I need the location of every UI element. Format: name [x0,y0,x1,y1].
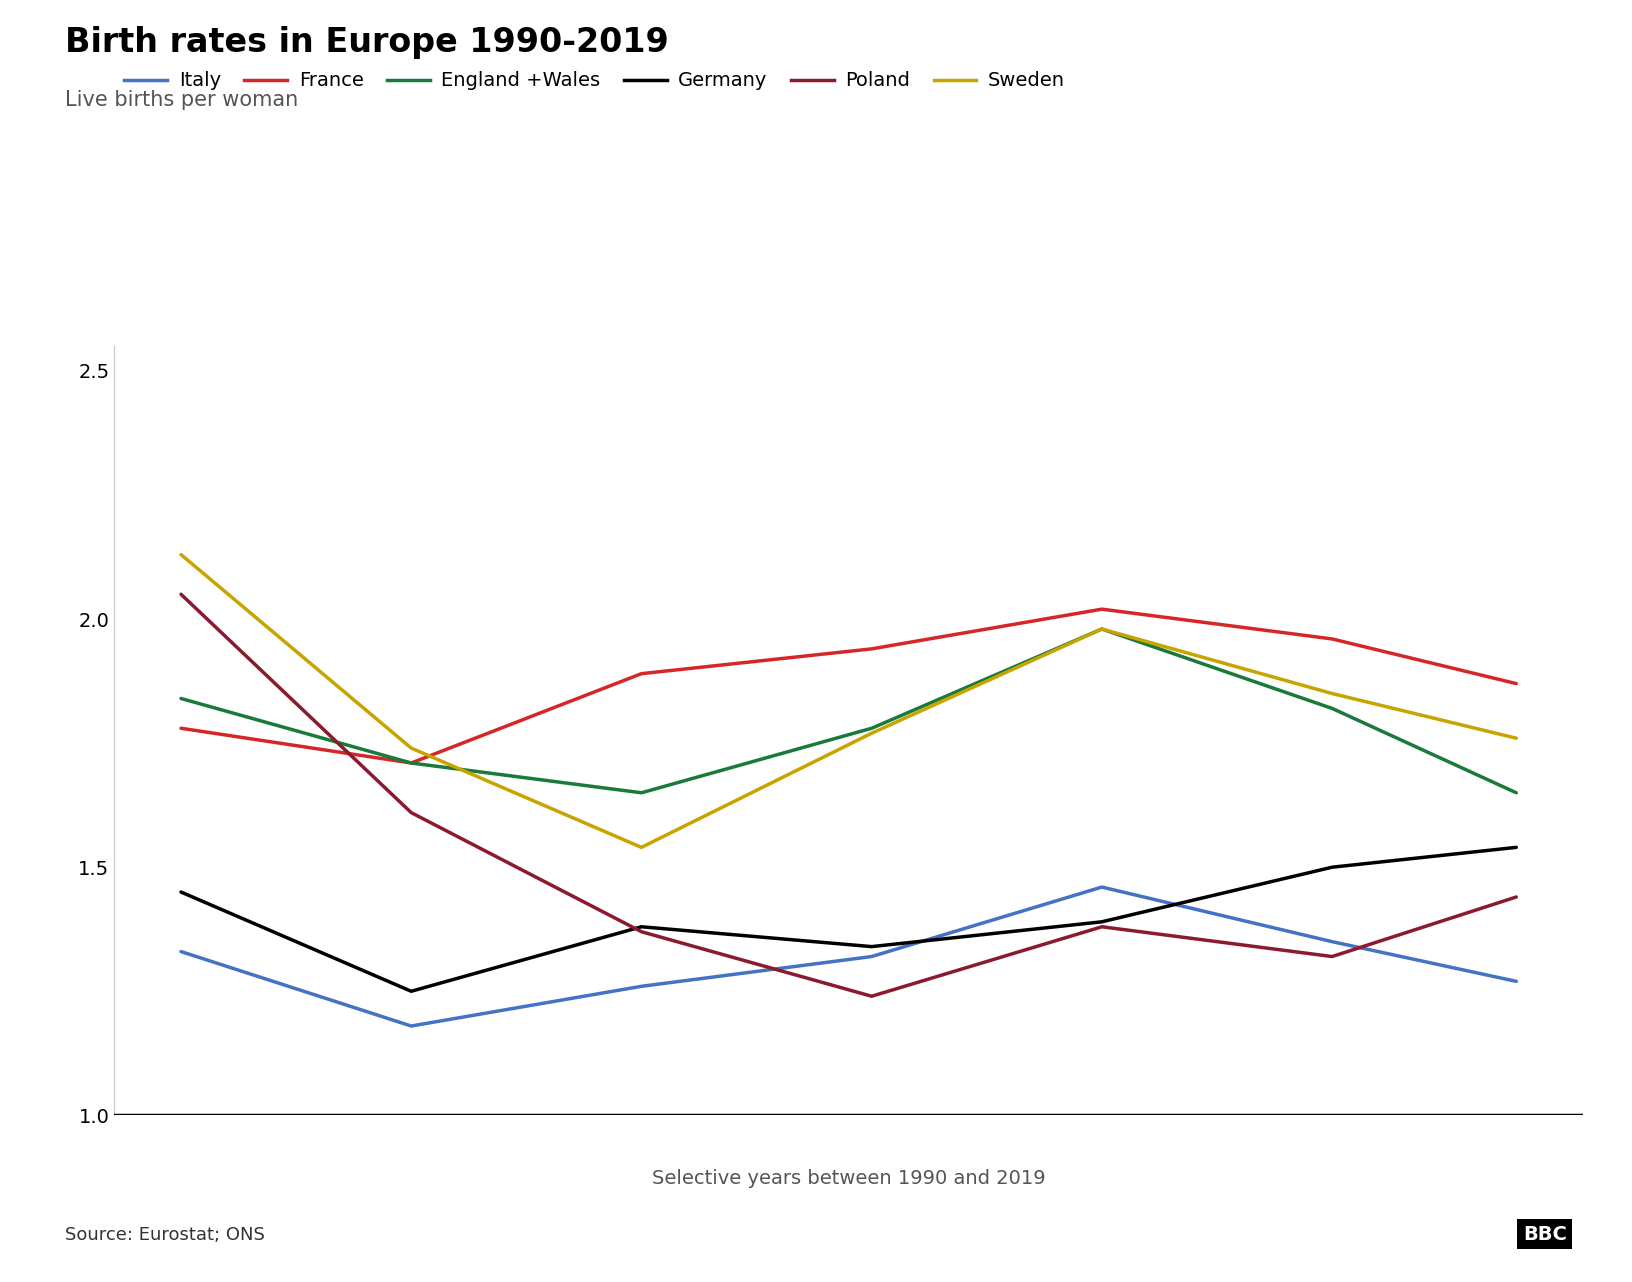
Text: Birth rates in Europe 1990-2019: Birth rates in Europe 1990-2019 [65,26,669,59]
Text: Source: Eurostat; ONS: Source: Eurostat; ONS [65,1226,264,1244]
Text: Live births per woman: Live births per woman [65,90,299,110]
Text: Selective years between 1990 and 2019: Selective years between 1990 and 2019 [651,1169,1046,1188]
Legend: Italy, France, England +Wales, Germany, Poland, Sweden: Italy, France, England +Wales, Germany, … [116,64,1072,99]
Text: BBC: BBC [1523,1224,1567,1244]
